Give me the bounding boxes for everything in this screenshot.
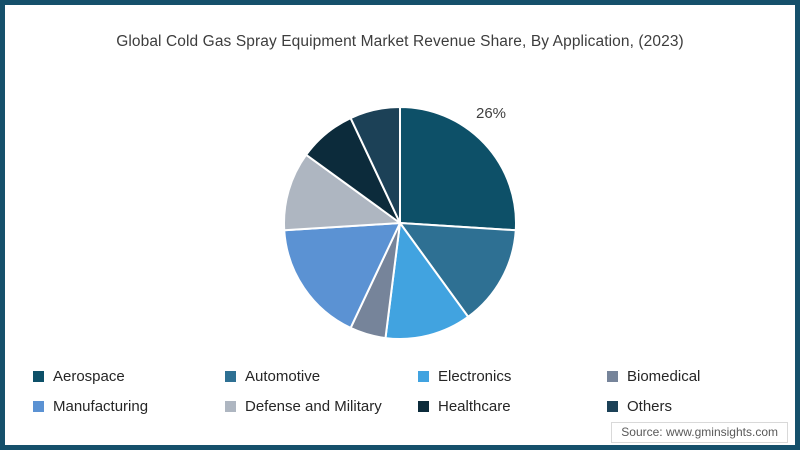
aerospace-data-label: 26% — [476, 105, 507, 122]
legend-label: Electronics — [438, 367, 512, 385]
legend-swatch-biomedical — [607, 370, 618, 382]
legend-label: Manufacturing — [53, 397, 149, 415]
legend-item-manufacturing: Manufacturing — [33, 395, 225, 417]
pie-slice-others — [349, 106, 401, 224]
legend-swatch-healthcare — [418, 400, 429, 412]
pie-svg — [283, 106, 517, 340]
legend-swatch-manufacturing — [33, 400, 44, 412]
legend-item-aerospace: Aerospace — [33, 365, 225, 387]
legend-swatch-automotive — [225, 370, 236, 382]
legend-item-others: Others — [607, 395, 778, 417]
legend-label: Defense and Military — [245, 397, 382, 415]
pie-slice-aerospace — [399, 106, 517, 232]
legend-swatch-defense-and-military — [225, 400, 236, 412]
pie-slice-electronics — [384, 222, 470, 340]
legend: Aerospace Automotive Electronics Biomedical… — [33, 365, 778, 417]
pie-slice-defense-and-military — [283, 153, 401, 232]
legend-label: Biomedical — [627, 367, 701, 385]
pie-slice-automotive — [399, 222, 517, 318]
pie-chart — [270, 93, 530, 353]
legend-item-healthcare: Healthcare — [418, 395, 607, 417]
pie-slice-manufacturing — [283, 222, 401, 329]
legend-label: Automotive — [245, 367, 321, 385]
legend-label: Healthcare — [438, 397, 511, 415]
legend-item-biomedical: Biomedical — [607, 365, 778, 387]
legend-label: Others — [627, 397, 673, 415]
legend-swatch-others — [607, 400, 618, 412]
legend-swatch-aerospace — [33, 370, 44, 382]
source-note: Source: www.gminsights.com — [611, 422, 788, 443]
legend-item-electronics: Electronics — [418, 365, 607, 387]
legend-label: Aerospace — [53, 367, 125, 385]
legend-swatch-electronics — [418, 370, 429, 382]
chart-title: Global Cold Gas Spray Equipment Market R… — [116, 33, 684, 50]
legend-item-automotive: Automotive — [225, 365, 418, 387]
legend-item-defense-and-military: Defense and Military — [225, 395, 418, 417]
